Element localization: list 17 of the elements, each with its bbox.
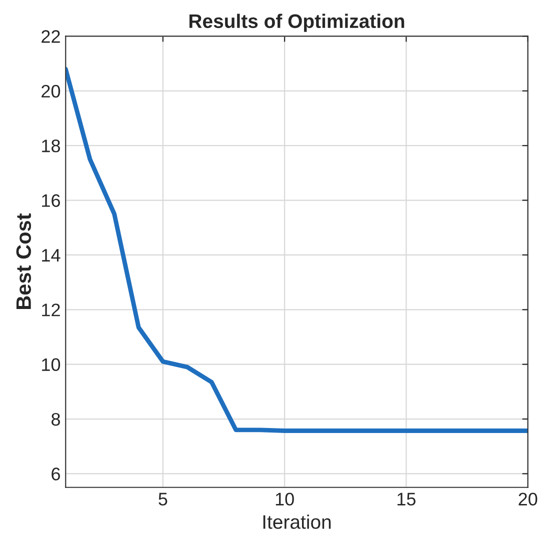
y-tick-label: 18 bbox=[42, 140, 60, 152]
y-tick-label: 6 bbox=[52, 468, 60, 480]
y-tick-label: 8 bbox=[52, 412, 60, 426]
y-axis-title: Best Cost bbox=[16, 213, 32, 310]
x-tick-label: 20 bbox=[518, 492, 538, 506]
y-tick-label: 16 bbox=[42, 194, 60, 207]
y-tick-label: 22 bbox=[42, 30, 60, 43]
y-tick-label: 14 bbox=[42, 249, 60, 262]
x-tick-label: 10 bbox=[276, 492, 294, 506]
x-tick-label: 15 bbox=[398, 492, 416, 506]
chart-title: Results of Optimization bbox=[189, 14, 404, 32]
x-tick-label: 5 bbox=[158, 492, 168, 506]
y-tick-label: 12 bbox=[42, 304, 60, 316]
y-tick-label: 10 bbox=[42, 358, 60, 372]
line-series bbox=[66, 66, 528, 433]
y-tick-label: 20 bbox=[42, 84, 60, 98]
x-axis-title: Iteration bbox=[263, 514, 331, 529]
